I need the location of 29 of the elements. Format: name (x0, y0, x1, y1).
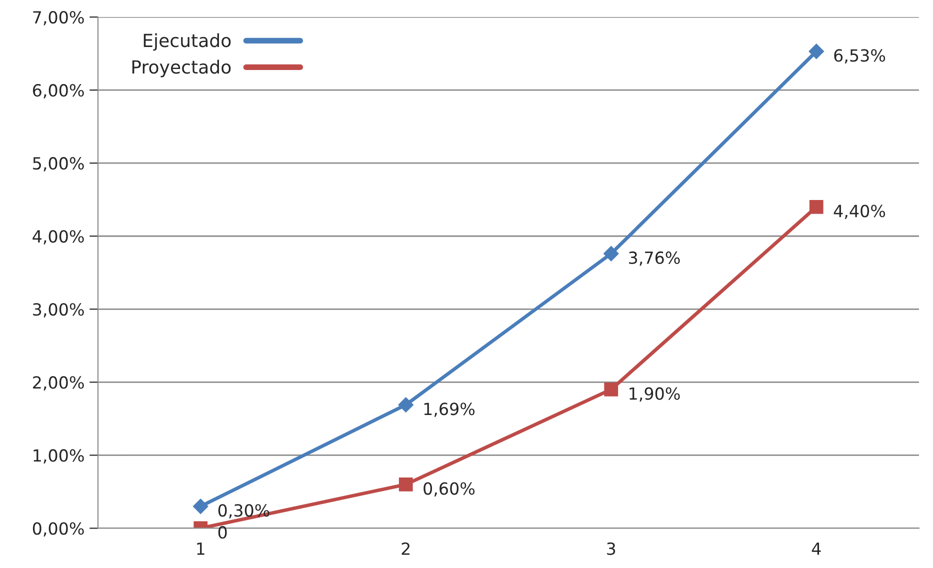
y-tick-label: 7,00% (33, 11, 84, 26)
data-label: 4,40% (834, 204, 886, 220)
y-tick-label: 5,00% (33, 157, 84, 172)
data-label: 0 (218, 526, 227, 539)
data-label: 3,76% (629, 251, 680, 266)
legend-label: Ejecutado (144, 33, 231, 51)
point (193, 498, 208, 514)
y-tick-label: 2,00% (33, 376, 84, 390)
point (398, 477, 413, 492)
data-label: 6,53% (834, 49, 886, 64)
y-tick-label: 0,00% (32, 522, 84, 537)
data-label: 0,30% (218, 504, 270, 518)
data-label: 0,60% (424, 482, 475, 497)
data-label: 1,90% (630, 387, 680, 402)
x-tick-label: 2 (402, 542, 410, 555)
data-label: 1,69% (424, 402, 475, 417)
point (604, 382, 618, 396)
y-tick-label: 4,00% (32, 230, 84, 244)
point (808, 44, 824, 59)
y-tick-label: 6,00% (32, 84, 84, 98)
legend-label: Proyectado (132, 60, 231, 78)
x-tick-label: 4 (812, 542, 821, 555)
point (398, 397, 414, 412)
y-tick-label: 3,00% (33, 303, 84, 318)
y-tick-label: 1,00% (34, 449, 84, 464)
point (809, 200, 824, 214)
x-tick-label: 3 (607, 542, 616, 556)
point (604, 246, 619, 262)
x-tick-label: 1 (197, 542, 204, 555)
